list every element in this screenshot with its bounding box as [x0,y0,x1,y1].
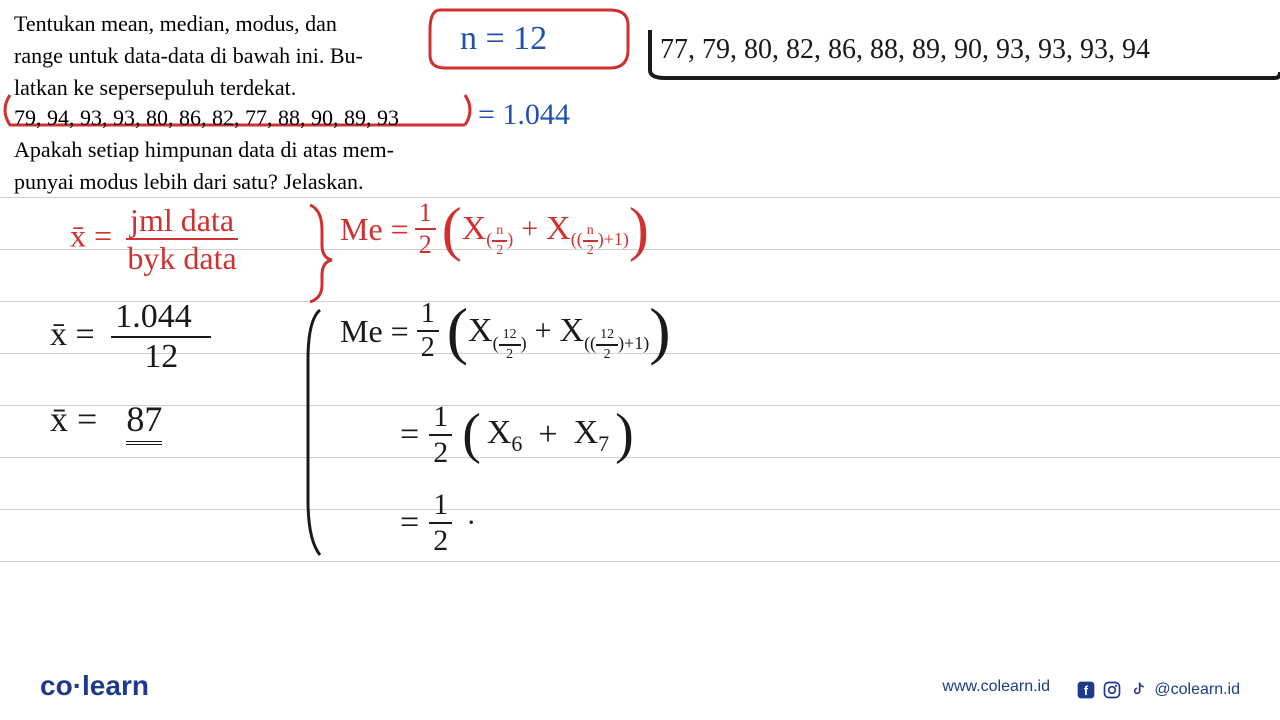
median-step2-lhs: = [400,416,419,454]
logo-learn: learn [82,670,149,701]
mean-formula-num: jml data [126,204,238,240]
page: Tentukan mean, median, modus, dan range … [0,0,1280,720]
facebook-icon: f [1076,680,1096,700]
sum-equals: = 1.044 [478,98,570,132]
median-calc-3: = 12 · [400,490,476,556]
social-bar: f @colearn.id [1076,680,1240,700]
problem-q2-line1: Apakah setiap himpunan data di atas mem- [14,134,454,166]
median-step3-lhs: = [400,504,419,542]
problem-line1: Tentukan mean, median, modus, dan [14,8,434,40]
mean-formula: x̄ = jml data byk data [70,204,238,274]
mean-calc-num: 1.044 [111,300,211,338]
mean-result: x̄ = 87 [50,398,162,440]
social-handle: @colearn.id [1154,681,1240,699]
footer: co·learn www.colearn.id f @colearn.id [0,662,1280,702]
median-calc-1: Me = 12 ( X (122) + X ((122)+1) ) [340,300,671,362]
logo-co: co [40,670,73,701]
mean-calc-lhs: x̄ = [50,316,95,353]
median-formula: Me = 12 ( X (n2) + X ((n2)+1) ) [340,200,649,258]
mean-formula-den: byk data [127,240,236,274]
brand-logo: co·learn [40,670,149,702]
median-formula-lhs: Me = [340,211,409,248]
problem-q2-line2: punyai modus lebih dari satu? Jelaskan. [14,166,454,198]
instagram-icon [1102,680,1122,700]
mean-calc: x̄ = 1.044 12 [50,300,211,374]
problem-line2: range untuk data-data di bawah ini. Bu- [14,40,434,72]
problem-line3: latkan ke sepersepuluh terdekat. [14,72,434,104]
mean-result-val: 87 [126,399,162,445]
mean-result-lhs: x̄ = [50,399,97,439]
tiktok-icon [1128,680,1148,700]
median-calc1-lhs: Me = [340,313,409,350]
n-equals: n = 12 [460,20,547,58]
problem-data: 79, 94, 93, 93, 80, 86, 82, 77, 88, 90, … [14,102,399,134]
sorted-data: 77, 79, 80, 82, 86, 88, 89, 90, 93, 93, … [660,34,1150,66]
mean-calc-den: 12 [144,338,178,374]
website-url: www.colearn.id [942,678,1050,696]
median-calc-2: = 12 ( X6 + X7 ) [400,402,634,468]
mean-formula-lhs: x̄ = [70,217,112,253]
